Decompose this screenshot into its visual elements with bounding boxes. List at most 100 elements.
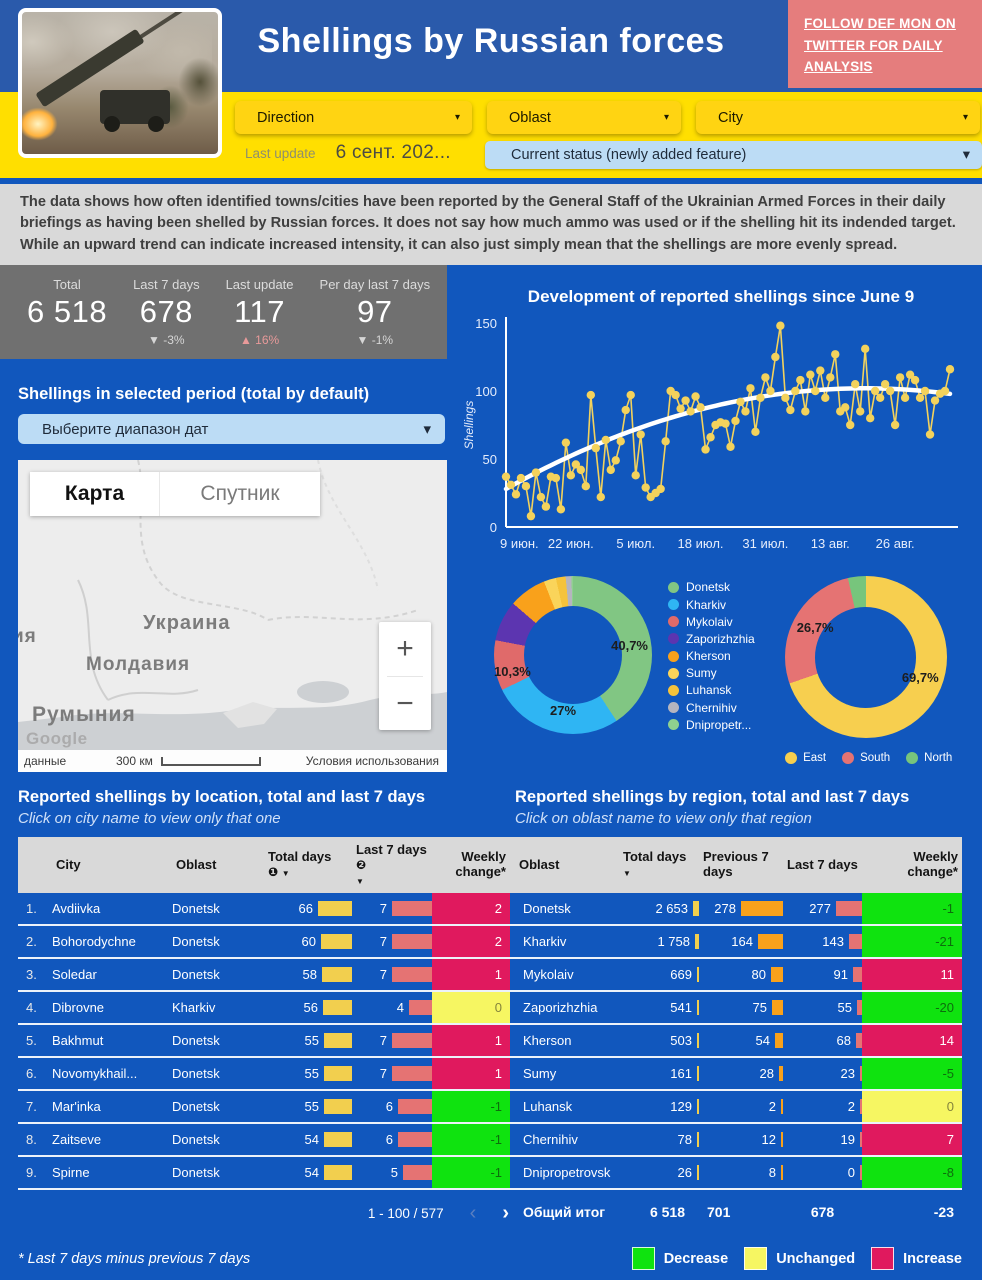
change-legend: Decrease Unchanged Increase [631,1247,962,1271]
oblast-cell[interactable]: Donetsk [172,1033,220,1049]
legend-dot-icon [668,599,679,610]
footer: * Last 7 days minus previous 7 days Decr… [0,1247,982,1271]
oblast-cell[interactable]: Kharkiv [172,1000,216,1016]
region-table-subtitle: Click on oblast name to view only that r… [515,810,812,828]
legend-item-donetsk[interactable]: Donetsk [668,580,755,594]
city-cell[interactable]: Avdiivka [52,901,101,917]
svg-text:50: 50 [483,452,497,467]
region-table-block: Reported shellings by region, total and … [515,788,982,1225]
legend-item-chernihiv[interactable]: Chernihiv [668,701,755,715]
sort-caret-icon[interactable]: ▼ [356,876,364,886]
twitter-link[interactable]: FOLLOW DEF MON ON TWITTER FOR DAILY ANAL… [804,16,956,75]
header-oblast[interactable]: Oblast [519,856,560,872]
region-table-title: Reported shellings by region, total and … [515,788,910,807]
header-last7-days[interactable]: Last 7 days ❷ ▼ [356,841,427,886]
oblast-cell[interactable]: Luhansk [523,1099,573,1115]
header-city[interactable]: City [56,856,81,872]
status-filter[interactable]: Current status (newly added feature) ▾ [485,141,982,169]
weekly-change-cell: -1 [432,1157,510,1189]
map-tab-satellite[interactable]: Спутник [160,472,320,517]
table-row: Mykolaiv 669 80 91 11 [515,959,962,993]
oblast-cell[interactable]: Donetsk [523,901,571,917]
map-scale-label: 300 км [116,754,153,769]
table-row: 1. Avdiivka Donetsk 66 7 2 [18,893,515,927]
header-last7-days[interactable]: Last 7 days [787,856,858,872]
oblast-cell[interactable]: Kherson [523,1033,572,1049]
oblast-cell[interactable]: Dnipropetrovsk [523,1165,611,1181]
oblast-cell[interactable]: Donetsk [172,1099,220,1115]
oblast-cell[interactable]: Sumy [523,1066,557,1082]
oblast-donut-legend: Donetsk Kharkiv Mykolaiv Zaporizhzhia Kh… [668,580,755,764]
city-filter[interactable]: City ▾ [696,101,980,134]
legend-item-zaporizhzhia[interactable]: Zaporizhzhia [668,632,755,646]
city-cell[interactable]: Dibrovne [52,1000,105,1016]
oblast-cell[interactable]: Donetsk [172,967,220,983]
header-oblast[interactable]: Oblast [176,856,217,872]
google-logo: Google [26,729,88,749]
header-total-days[interactable]: Total days ❶ ▼ [268,849,332,880]
sort-caret-icon[interactable]: ▼ [281,869,290,879]
legend-item-dnipropetr-[interactable]: Dnipropetr... [668,718,755,732]
oblast-filter[interactable]: Oblast ▾ [487,101,681,134]
stat-total: Total 6 518 [27,277,108,330]
legend-item-kharkiv[interactable]: Kharkiv [668,598,755,612]
svg-text:13 авг.: 13 авг. [811,536,850,551]
legend-item-south[interactable]: South [842,752,890,765]
map-tab-map[interactable]: Карта [30,472,160,517]
legend-dot-icon [842,752,855,765]
legend-dot-icon [906,752,919,765]
oblast-cell[interactable]: Donetsk [172,1132,220,1148]
city-cell[interactable]: Novomykhail... [52,1066,138,1082]
oblast-cell[interactable]: Chernihiv [523,1132,578,1148]
oblast-cell[interactable]: Donetsk [172,1165,220,1181]
direction-filter[interactable]: Direction ▾ [235,101,472,134]
city-cell[interactable]: Spirne [52,1165,90,1181]
city-cell[interactable]: Bakhmut [52,1033,104,1049]
svg-text:31 июл.: 31 июл. [742,536,788,551]
legend-item-kherson[interactable]: Kherson [668,649,755,663]
legend-item-north[interactable]: North [906,752,952,765]
oblast-cell[interactable]: Kharkiv [523,934,567,950]
google-map[interactable]: Карта Спутник Украина Молдавия Румыния и… [18,460,447,773]
weekly-change-cell: -8 [862,1157,962,1189]
oblast-cell[interactable]: Mykolaiv [523,967,574,983]
header-previous7[interactable]: Previous 7 days [703,849,769,880]
header-weekly-change[interactable]: Weekly change* [455,849,506,880]
city-cell[interactable]: Zaitseve [52,1132,102,1148]
city-cell[interactable]: Soledar [52,967,97,983]
weekly-change-cell: 1 [432,1058,510,1090]
next-page-icon[interactable]: › [502,1202,509,1225]
twitter-promo: FOLLOW DEF MON ON TWITTER FOR DAILY ANAL… [788,0,982,88]
oblast-cell[interactable]: Donetsk [172,901,220,917]
legend-item-luhansk[interactable]: Luhansk [668,683,755,697]
oblast-cell[interactable]: Donetsk [172,1066,220,1082]
zoom-out-button[interactable]: − [396,686,414,720]
svg-text:9 июн.: 9 июн. [500,536,539,551]
oblast-cell[interactable]: Donetsk [172,934,220,950]
city-cell[interactable]: Bohorodychne [52,934,136,950]
header-weekly-change[interactable]: Weekly change* [907,849,958,880]
stats-block: Total 6 518 Last 7 days 678 ▼ -3% Last u… [0,265,447,360]
prev-page-icon[interactable]: ‹ [469,1202,477,1225]
header-total-days[interactable]: Total days ▼ [623,849,687,879]
period-section-title: Shellings in selected period (total by d… [18,385,370,404]
legend-item-mykolaiv[interactable]: Mykolaiv [668,615,755,629]
date-range-picker[interactable]: Выберите диапазон дат ▾ [18,414,445,445]
legend-dot-icon [668,633,679,645]
region-table-header: Oblast Total days ▼ Previous 7 days Last… [515,837,962,894]
oblast-cell[interactable]: Zaporizhzhia [523,1000,598,1016]
location-table-title: Reported shellings by location, total an… [18,788,426,807]
city-filter-label: City [718,109,743,126]
legend-item-sumy[interactable]: Sumy [668,666,755,680]
city-cell[interactable]: Mar'inka [52,1099,101,1115]
weekly-change-cell: 2 [432,893,510,925]
map-terms-link[interactable]: Условия использования [305,754,439,769]
sort-caret-icon[interactable]: ▼ [623,869,631,879]
svg-text:150: 150 [475,316,497,331]
zoom-in-button[interactable]: + [396,632,414,666]
legend-item-east[interactable]: East [785,752,826,765]
svg-text:5 июл.: 5 июл. [616,536,655,551]
weekly-change-cell: -1 [432,1091,510,1123]
table-row: Zaporizhzhia 541 75 55 -20 [515,992,962,1026]
